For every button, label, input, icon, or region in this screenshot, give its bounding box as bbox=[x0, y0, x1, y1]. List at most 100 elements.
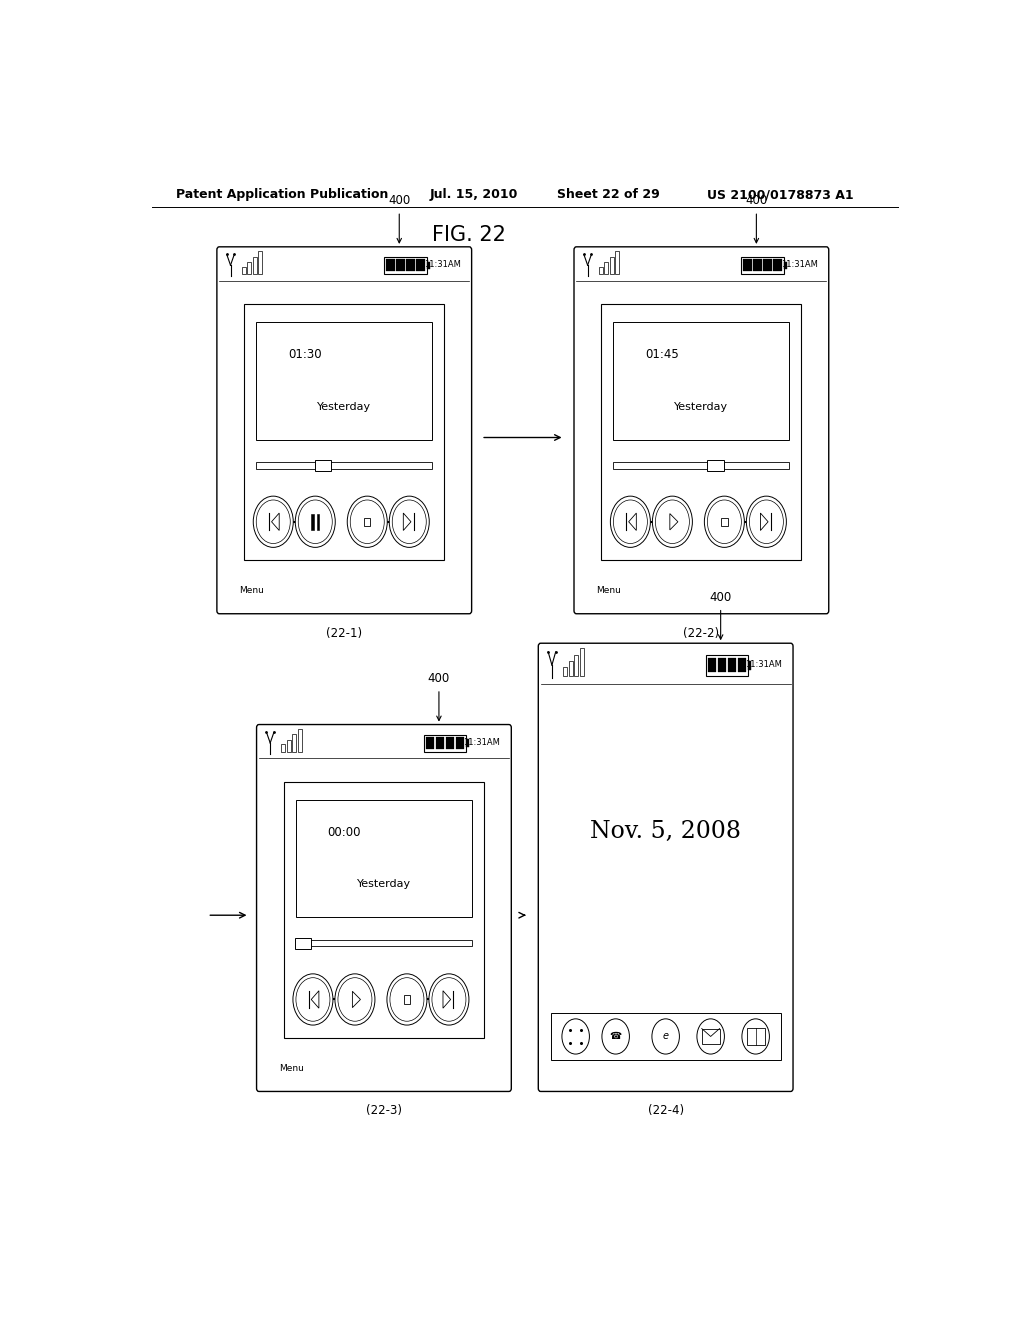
Bar bbox=[311, 513, 313, 529]
Text: 11:31AM: 11:31AM bbox=[745, 660, 782, 669]
Bar bbox=[456, 737, 465, 748]
Bar bbox=[721, 517, 728, 525]
Bar bbox=[298, 729, 302, 752]
Bar bbox=[743, 260, 752, 272]
Text: FIG. 22: FIG. 22 bbox=[432, 224, 506, 244]
Bar bbox=[396, 260, 404, 272]
Bar bbox=[287, 739, 291, 752]
Bar bbox=[610, 256, 613, 275]
Bar bbox=[746, 1028, 765, 1045]
Circle shape bbox=[610, 496, 650, 548]
Bar bbox=[599, 267, 603, 275]
Bar bbox=[613, 322, 790, 440]
Text: 400: 400 bbox=[710, 590, 732, 603]
Circle shape bbox=[293, 974, 333, 1026]
Bar bbox=[316, 513, 319, 529]
Bar bbox=[708, 459, 724, 471]
Text: Nov. 5, 2008: Nov. 5, 2008 bbox=[590, 821, 741, 843]
Circle shape bbox=[429, 974, 469, 1026]
FancyBboxPatch shape bbox=[257, 725, 511, 1092]
Circle shape bbox=[347, 496, 387, 548]
Text: (22-3): (22-3) bbox=[366, 1105, 402, 1117]
Bar bbox=[615, 251, 620, 275]
Text: Menu: Menu bbox=[279, 1064, 304, 1073]
Text: ☎: ☎ bbox=[609, 1031, 622, 1041]
Bar bbox=[256, 322, 432, 440]
Bar bbox=[749, 660, 752, 671]
Bar bbox=[426, 737, 434, 748]
Text: (22-1): (22-1) bbox=[327, 627, 362, 640]
Circle shape bbox=[705, 496, 744, 548]
Bar bbox=[754, 260, 762, 272]
Text: 11:31AM: 11:31AM bbox=[463, 738, 500, 747]
Text: 11:31AM: 11:31AM bbox=[424, 260, 461, 269]
Bar bbox=[416, 260, 425, 272]
Text: (22-2): (22-2) bbox=[683, 627, 720, 640]
Bar bbox=[445, 737, 455, 748]
Bar bbox=[295, 937, 311, 949]
Text: Sheet 22 of 29: Sheet 22 of 29 bbox=[557, 189, 659, 202]
Bar bbox=[315, 459, 331, 471]
Text: 400: 400 bbox=[388, 194, 411, 207]
Bar bbox=[718, 657, 726, 672]
Bar bbox=[245, 304, 444, 560]
Bar bbox=[741, 257, 783, 273]
Bar bbox=[708, 657, 716, 672]
FancyBboxPatch shape bbox=[217, 247, 472, 614]
Text: Yesterday: Yesterday bbox=[675, 401, 728, 412]
Bar bbox=[604, 263, 608, 275]
Bar bbox=[424, 735, 466, 751]
Bar bbox=[551, 1014, 780, 1060]
Circle shape bbox=[335, 974, 375, 1026]
Bar bbox=[574, 655, 579, 676]
Bar bbox=[403, 995, 411, 1003]
Bar bbox=[783, 261, 786, 269]
Circle shape bbox=[387, 974, 427, 1026]
Text: Yesterday: Yesterday bbox=[317, 401, 372, 412]
Bar bbox=[247, 263, 251, 275]
Bar bbox=[296, 800, 472, 917]
Text: Menu: Menu bbox=[240, 586, 264, 595]
Text: 01:45: 01:45 bbox=[645, 348, 679, 362]
Bar bbox=[253, 256, 257, 275]
Bar bbox=[293, 734, 296, 752]
Text: e: e bbox=[663, 1031, 669, 1041]
Circle shape bbox=[746, 496, 786, 548]
Bar bbox=[701, 1028, 720, 1044]
Bar bbox=[296, 940, 472, 946]
Bar bbox=[256, 462, 432, 469]
Bar bbox=[407, 260, 415, 272]
Text: US 2100/0178873 A1: US 2100/0178873 A1 bbox=[708, 189, 854, 202]
Bar bbox=[763, 260, 772, 272]
Text: Yesterday: Yesterday bbox=[357, 879, 411, 890]
Bar bbox=[563, 667, 567, 676]
Bar bbox=[601, 304, 802, 560]
Bar bbox=[242, 267, 246, 275]
Bar bbox=[706, 655, 749, 676]
Bar bbox=[737, 657, 746, 672]
Text: 400: 400 bbox=[745, 194, 768, 207]
Bar bbox=[613, 462, 790, 469]
Text: Jul. 15, 2010: Jul. 15, 2010 bbox=[430, 189, 518, 202]
Bar bbox=[384, 257, 427, 273]
Text: 00:00: 00:00 bbox=[328, 826, 361, 840]
Bar bbox=[284, 781, 484, 1038]
Text: Menu: Menu bbox=[596, 586, 622, 595]
Text: 01:30: 01:30 bbox=[288, 348, 322, 362]
Circle shape bbox=[389, 496, 429, 548]
FancyBboxPatch shape bbox=[539, 643, 793, 1092]
Bar bbox=[728, 657, 736, 672]
Bar bbox=[386, 260, 395, 272]
Bar bbox=[580, 648, 584, 676]
Text: Patent Application Publication: Patent Application Publication bbox=[176, 189, 388, 202]
Bar bbox=[773, 260, 782, 272]
Text: (22-4): (22-4) bbox=[647, 1105, 684, 1117]
Bar bbox=[258, 251, 262, 275]
Circle shape bbox=[253, 496, 293, 548]
Bar bbox=[282, 744, 286, 752]
Bar bbox=[568, 661, 572, 676]
FancyBboxPatch shape bbox=[574, 247, 828, 614]
Bar bbox=[365, 517, 371, 525]
Text: 11:31AM: 11:31AM bbox=[780, 260, 817, 269]
Circle shape bbox=[652, 496, 692, 548]
